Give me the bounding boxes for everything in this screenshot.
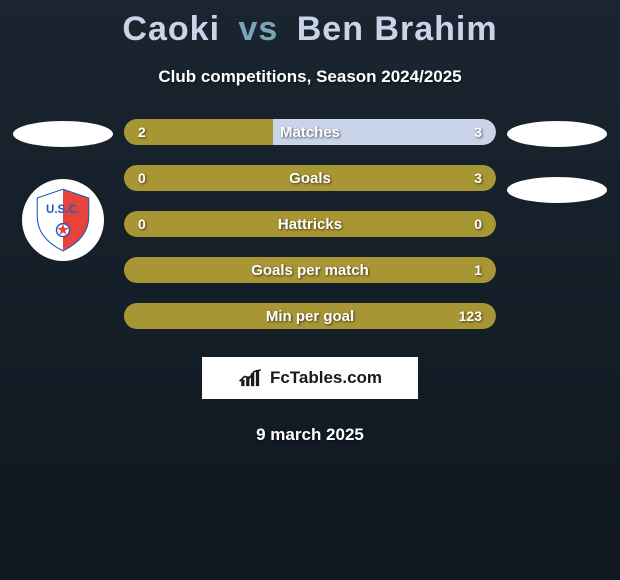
stat-label: Hattricks xyxy=(124,216,496,233)
stat-right-value: 3 xyxy=(474,165,482,191)
chart-icon xyxy=(238,367,264,389)
player2-name: Ben Brahim xyxy=(297,10,498,48)
right-side-column xyxy=(502,119,612,203)
stat-right-value: 123 xyxy=(459,303,482,329)
main-area: U.S.C. 2Matches30Goals30Hattricks0Goals … xyxy=(0,119,620,329)
vs-label: vs xyxy=(238,10,278,48)
left-club-placeholder-1 xyxy=(13,121,113,147)
stat-bar: 2Matches3 xyxy=(124,119,496,145)
stat-bar: Min per goal123 xyxy=(124,303,496,329)
shield-icon: U.S.C. xyxy=(27,184,99,256)
right-club-placeholder-2 xyxy=(507,177,607,203)
stat-label: Min per goal xyxy=(124,308,496,325)
stat-bar: 0Goals3 xyxy=(124,165,496,191)
stat-bar: Goals per match1 xyxy=(124,257,496,283)
left-side-column: U.S.C. xyxy=(8,119,118,261)
svg-text:U.S.C.: U.S.C. xyxy=(46,204,80,216)
comparison-card: Caoki vs Ben Brahim Club competitions, S… xyxy=(0,0,620,445)
stat-right-value: 0 xyxy=(474,211,482,237)
stat-bars: 2Matches30Goals30Hattricks0Goals per mat… xyxy=(118,119,502,329)
stat-label: Matches xyxy=(124,124,496,141)
branding-box: FcTables.com xyxy=(202,357,418,399)
branding-text: FcTables.com xyxy=(270,368,382,388)
stat-bar: 0Hattricks0 xyxy=(124,211,496,237)
player1-name: Caoki xyxy=(122,10,220,48)
title: Caoki vs Ben Brahim xyxy=(0,10,620,49)
stat-label: Goals per match xyxy=(124,262,496,279)
stat-label: Goals xyxy=(124,170,496,187)
subtitle: Club competitions, Season 2024/2025 xyxy=(0,67,620,87)
left-club-badge: U.S.C. xyxy=(22,179,104,261)
date: 9 march 2025 xyxy=(0,425,620,445)
right-club-placeholder-1 xyxy=(507,121,607,147)
stat-right-value: 3 xyxy=(474,119,482,145)
stat-right-value: 1 xyxy=(474,257,482,283)
